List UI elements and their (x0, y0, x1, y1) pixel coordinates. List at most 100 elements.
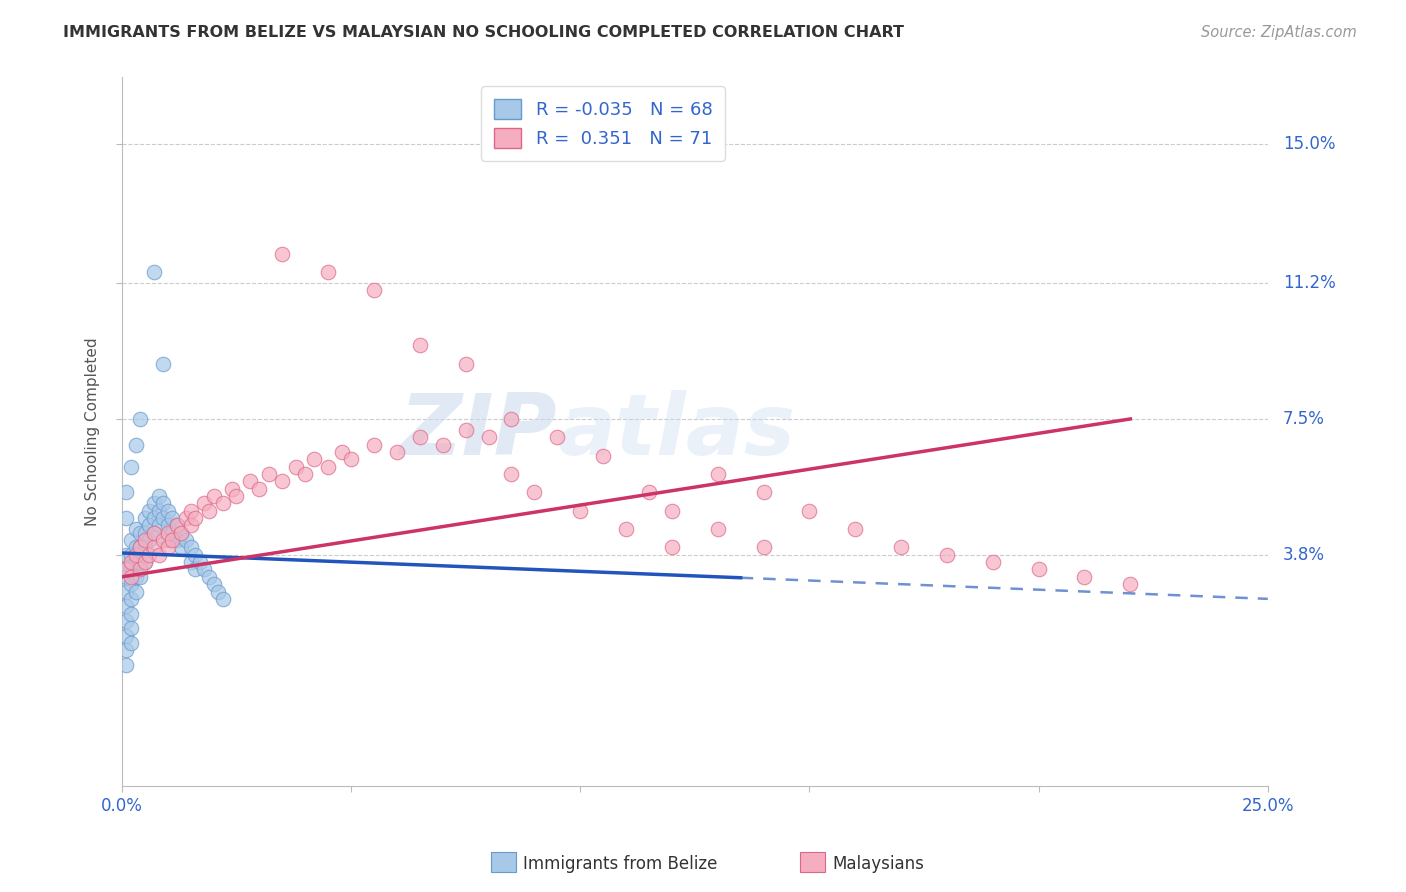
Text: IMMIGRANTS FROM BELIZE VS MALAYSIAN NO SCHOOLING COMPLETED CORRELATION CHART: IMMIGRANTS FROM BELIZE VS MALAYSIAN NO S… (63, 25, 904, 40)
Point (129, 570, 152, 584)
Point (330, 445, 353, 459)
Point (294, 467, 316, 481)
Point (340, 452, 363, 467)
Point (115, 562, 138, 576)
Point (225, 489, 247, 503)
Text: Source: ZipAtlas.com: Source: ZipAtlas.com (1201, 25, 1357, 40)
Point (124, 584, 146, 599)
Point (981, 555, 1004, 569)
Point (752, 541, 775, 555)
Point (129, 555, 152, 569)
Point (120, 591, 142, 606)
Point (184, 548, 207, 562)
Point (120, 459, 142, 474)
Point (211, 591, 233, 606)
Point (170, 525, 193, 540)
Point (706, 522, 728, 536)
Point (409, 430, 432, 444)
Point (193, 562, 215, 576)
Point (156, 504, 179, 518)
Point (129, 525, 152, 540)
Point (363, 437, 385, 451)
Text: Malaysians: Malaysians (832, 855, 924, 873)
Point (120, 577, 142, 591)
Point (184, 562, 207, 576)
Point (142, 496, 165, 510)
Point (936, 548, 959, 562)
Point (124, 522, 146, 536)
Point (198, 570, 221, 584)
Point (156, 541, 179, 555)
Text: 7.5%: 7.5% (1282, 410, 1324, 428)
Point (120, 533, 142, 548)
Point (148, 518, 170, 533)
Point (257, 467, 280, 481)
Point (152, 533, 174, 548)
Point (134, 525, 156, 540)
Point (844, 522, 866, 536)
Point (890, 541, 912, 555)
Point (180, 504, 202, 518)
Point (166, 533, 188, 548)
Point (129, 541, 152, 555)
Point (166, 518, 188, 533)
Point (129, 562, 152, 576)
Point (304, 452, 326, 467)
Point (614, 522, 637, 536)
Point (477, 430, 499, 444)
Point (202, 489, 225, 503)
Point (638, 485, 661, 500)
Point (454, 423, 477, 437)
Point (162, 533, 184, 548)
Point (706, 467, 728, 481)
Point (134, 533, 156, 548)
Point (523, 485, 546, 500)
Point (170, 525, 193, 540)
Point (120, 548, 142, 562)
Text: ZIP: ZIP (399, 391, 557, 474)
Point (120, 636, 142, 650)
Point (1028, 562, 1050, 576)
Point (501, 467, 523, 481)
Point (115, 584, 138, 599)
Point (1119, 577, 1142, 591)
Point (142, 265, 165, 279)
Text: Immigrants from Belize: Immigrants from Belize (523, 855, 717, 873)
Point (180, 555, 202, 569)
Point (152, 496, 174, 510)
Point (115, 511, 138, 525)
Point (134, 541, 156, 555)
Point (285, 459, 308, 474)
Y-axis label: No Schooling Completed: No Schooling Completed (86, 337, 100, 526)
Point (115, 562, 138, 576)
Point (661, 504, 683, 518)
Point (115, 599, 138, 614)
Point (124, 570, 146, 584)
Point (138, 518, 160, 533)
Point (752, 485, 775, 500)
Point (115, 657, 138, 672)
Point (120, 621, 142, 635)
Point (115, 614, 138, 628)
Point (129, 412, 152, 426)
Point (115, 629, 138, 643)
Point (198, 504, 221, 518)
Point (156, 525, 179, 540)
Point (188, 555, 211, 569)
Point (271, 475, 294, 489)
Point (120, 570, 142, 584)
Point (120, 555, 142, 569)
Point (799, 504, 821, 518)
Point (152, 511, 174, 525)
Point (221, 482, 243, 496)
Point (142, 525, 165, 540)
Point (129, 541, 152, 555)
Point (115, 548, 138, 562)
Point (501, 412, 523, 426)
Point (148, 489, 170, 503)
Point (316, 459, 339, 474)
Text: 11.2%: 11.2% (1282, 274, 1336, 292)
Point (115, 485, 138, 500)
Point (156, 533, 179, 548)
Text: atlas: atlas (557, 391, 796, 474)
